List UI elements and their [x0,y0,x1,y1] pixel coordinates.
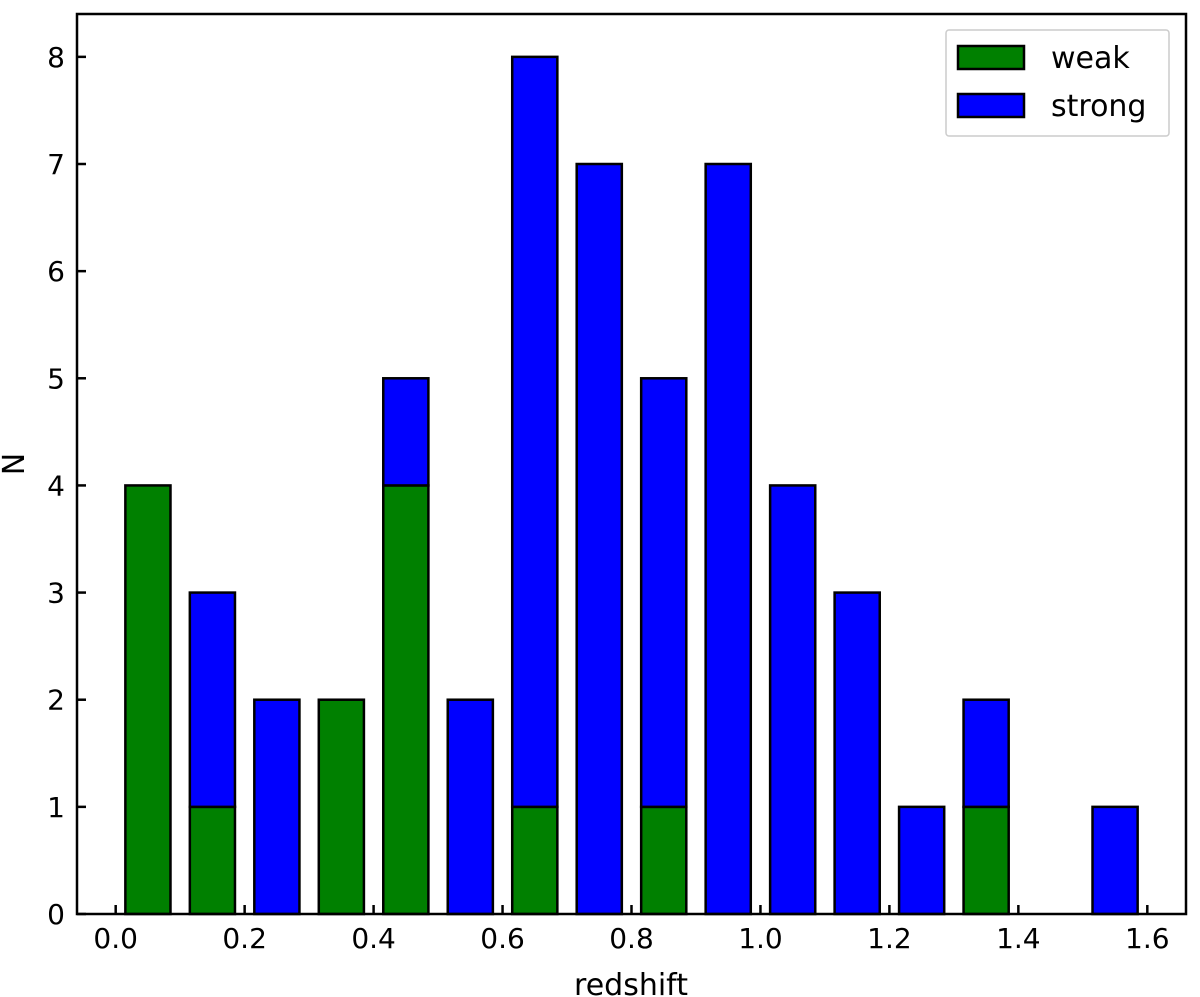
legend-swatch-strong [956,92,1026,119]
y-tick-label: 2 [47,684,65,717]
y-tick-label: 7 [47,148,65,181]
y-tick-label: 3 [47,577,65,610]
bar-weak-13 [962,805,1010,916]
bar-strong-8 [639,377,688,809]
plot-background [77,14,1186,914]
y-tick-label: 6 [47,255,65,288]
x-tick-label: 0.6 [480,922,525,955]
x-tick-label: 1.4 [996,922,1041,955]
x-ticks-group: 0.0 0.2 0.4 0.6 0.8 1.0 1.2 1.4 1.6 [93,905,1170,955]
plot-frame [75,12,1188,916]
x-tick-label: 0.2 [222,922,267,955]
y-tick-label: 5 [47,362,65,395]
bar-weak-8 [639,805,688,916]
x-axis-label: redshift [574,968,688,997]
bar-weak-1 [188,805,237,916]
x-tick-label: 0.0 [93,922,138,955]
bar-strong-1 [188,591,237,809]
bar-strong-12 [897,805,946,916]
y-tick-label: 0 [47,898,65,931]
x-tick-label: 0.8 [609,922,654,955]
bar-weak-3 [317,698,366,916]
x-tick-label: 0.4 [351,922,396,955]
bar-weak-4 [382,484,430,916]
bar-strong-10 [768,484,817,916]
y-axis-label: N [0,453,32,475]
bar-strong-7 [575,162,624,916]
y-tick-label: 8 [47,41,65,74]
x-tick-label: 1.0 [738,922,783,955]
y-tick-label: 1 [47,791,65,824]
bar-strong-13 [962,698,1010,809]
bar-strong-11 [833,591,881,916]
bar-weak-6 [510,805,559,916]
x-tick-label: 1.2 [867,922,912,955]
bar-strong-15 [1091,805,1139,916]
bars-group [124,55,1139,916]
legend: weak strong [945,29,1170,137]
bar-strong-5 [446,698,495,916]
bar-weak-0 [124,484,172,916]
bar-strong-4 [382,377,430,487]
y-tick-label: 4 [47,469,65,502]
bar-strong-2 [253,698,301,916]
x-tick-label: 1.6 [1125,922,1170,955]
legend-label-weak: weak [1051,41,1130,76]
bar-strong-6 [510,55,559,809]
legend-swatch-weak [956,44,1026,71]
legend-label-strong: strong [1051,89,1146,124]
bar-strong-9 [704,162,753,916]
